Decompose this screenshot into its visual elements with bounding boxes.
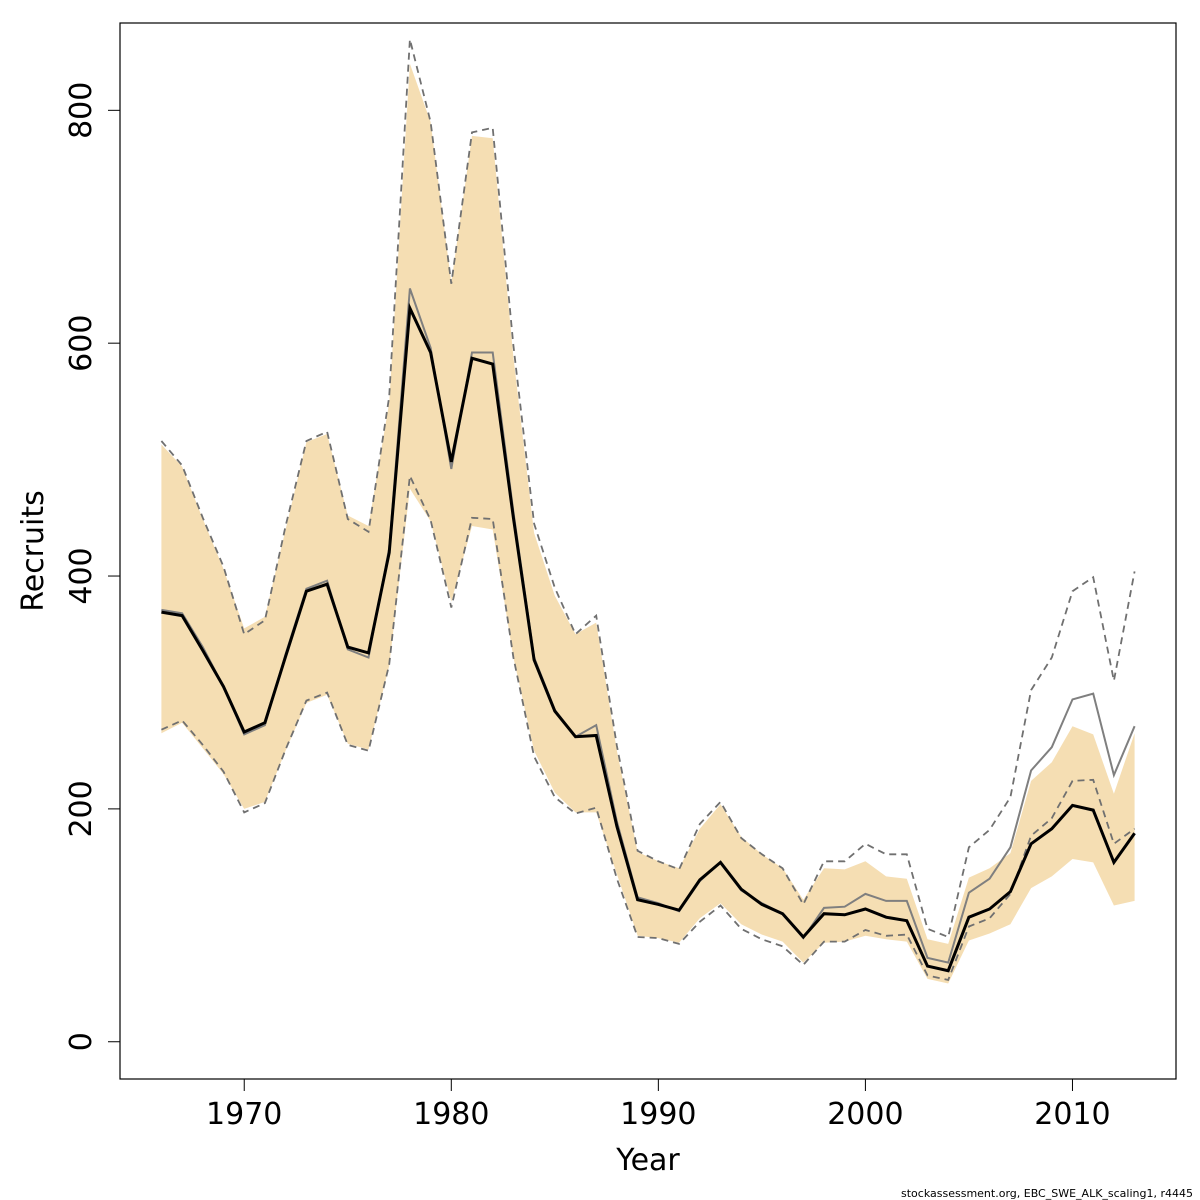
plot-layer	[160, 39, 1136, 984]
y-tick-label: 800	[64, 82, 99, 139]
estimate-line	[161, 302, 1136, 973]
x-tick-label: 2010	[1034, 1097, 1110, 1132]
x-tick-label: 1990	[620, 1097, 696, 1132]
y-axis-title: Recruits	[16, 490, 51, 612]
x-tick-label: 1970	[206, 1097, 282, 1132]
retrospective-upper-line	[160, 39, 1136, 939]
y-tick-label: 400	[64, 547, 99, 604]
confidence-band	[161, 63, 1135, 984]
y-tick-label: 200	[64, 780, 99, 837]
retrospective-lower-line	[161, 472, 1136, 982]
footer-caption: stockassessment.org, EBC_SWE_ALK_scaling…	[901, 1187, 1193, 1200]
retrospective-estimate-line	[161, 288, 1136, 964]
y-tick-label: 600	[64, 315, 99, 372]
x-tick-label: 1980	[413, 1097, 489, 1132]
x-axis-title: Year	[615, 1143, 680, 1178]
y-tick-label: 0	[64, 1032, 99, 1051]
x-axis: 1970 1980 1990 2000 2010	[206, 1078, 1111, 1132]
x-tick-label: 2000	[827, 1097, 903, 1132]
y-axis: 0 200 400 600 800	[64, 82, 121, 1051]
